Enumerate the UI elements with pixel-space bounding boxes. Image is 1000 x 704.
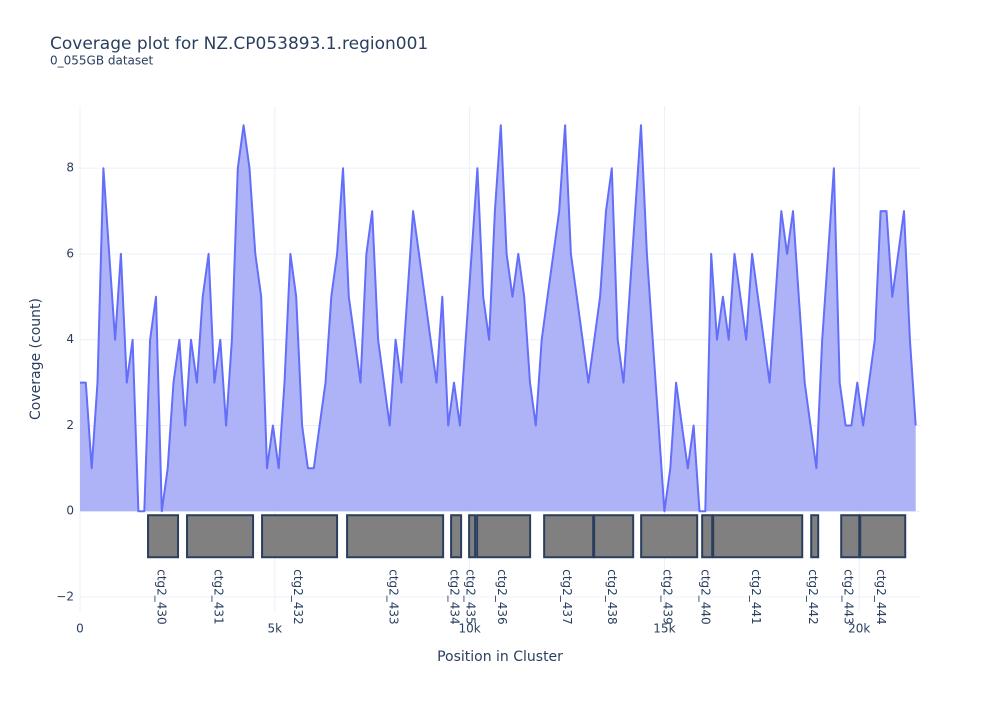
coverage-line [80,124,917,513]
x-tick-label: 10k [459,622,481,636]
gene-box [261,514,339,559]
gene-label: ctg2_440 [699,569,713,624]
gene-label: ctg2_441 [749,569,763,624]
plot-area [80,124,917,559]
gene-box [701,514,714,559]
gene-label: ctg2_437 [560,569,574,624]
gene-label: ctg2_442 [806,569,820,624]
gene-box [859,514,907,559]
gene-box [468,514,477,559]
gene-label: ctg2_443 [842,569,856,624]
gene-label: ctg2_431 [212,569,226,624]
y-tick-label: −2 [56,589,74,603]
y-axis-title: Coverage (count) [28,298,44,420]
gene-box [186,514,255,559]
x-tick-label: 5k [268,622,283,636]
gene-label: ctg2_433 [387,569,401,624]
x-tick-label: 20k [848,622,870,636]
y-tick-label: 8 [66,161,74,175]
gene-box [712,514,804,559]
y-tick-label: 2 [66,418,74,432]
x-tick-label: 15k [653,622,675,636]
gene-label: ctg2_435 [464,569,478,624]
gene-label: ctg2_439 [661,569,675,624]
gene-label: ctg2_432 [291,569,305,624]
gene-label: ctg2_436 [495,569,509,624]
chart-title: Coverage plot for NZ.CP053893.1.region00… [50,34,428,54]
y-tick-label: 4 [66,332,74,346]
y-tick-label: 0 [66,504,74,518]
gene-box [593,514,635,559]
gene-label: ctg2_434 [448,569,462,624]
gene-label: ctg2_430 [155,569,169,624]
gene-box [840,514,861,559]
y-tick-label: 6 [66,246,74,260]
gene-box [346,514,445,559]
gene-box [450,514,463,559]
x-tick-label: 0 [76,622,84,636]
x-axis-title: Position in Cluster [437,649,563,665]
gene-box [640,514,699,559]
gene-label: ctg2_438 [605,569,619,624]
gene-box [147,514,180,559]
coverage-fill [80,125,916,512]
gene-box [476,514,532,559]
gene-box [810,514,820,559]
chart-subtitle: 0_055GB dataset [50,54,154,68]
gene-label: ctg2_444 [874,569,888,624]
gene-box [543,514,595,559]
